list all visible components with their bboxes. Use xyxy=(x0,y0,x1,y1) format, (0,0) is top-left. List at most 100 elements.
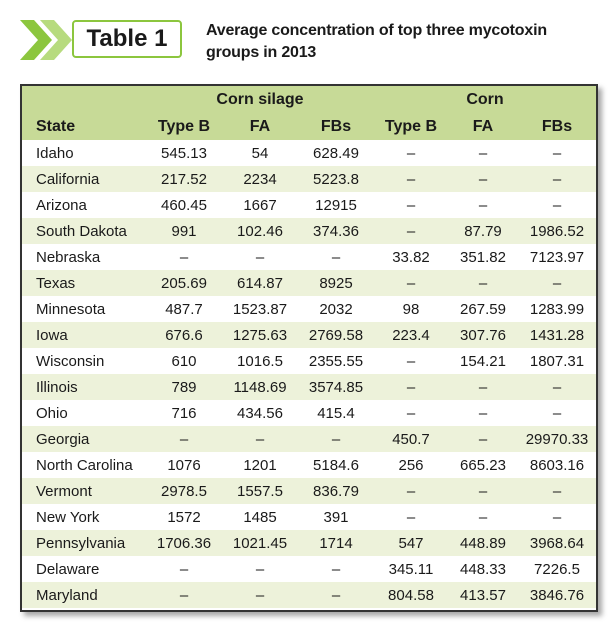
value-cell: – xyxy=(552,508,562,526)
value-cell: 1572 xyxy=(167,508,201,526)
group-header: Corn silage xyxy=(146,86,374,113)
value-cell: 2032 xyxy=(319,300,353,318)
state-cell: Vermont xyxy=(22,478,146,504)
state-cell: South Dakota xyxy=(22,218,146,244)
table-row: Pennsylvania 1706.36 1021.45 1714 547 448.89 3… xyxy=(22,530,596,556)
value-cell: 307.76 xyxy=(448,322,518,348)
table-row: Delaware – – – 345.11 448.33 7226.5 xyxy=(22,556,596,582)
value-cell: 460.45 xyxy=(161,196,207,214)
value-cell: – xyxy=(478,196,488,214)
state-cell: Minnesota xyxy=(36,300,106,318)
state-cell: Ohio xyxy=(36,404,68,422)
value-cell: 374.36 xyxy=(298,218,374,244)
group-header-row: Corn silage Corn xyxy=(22,86,596,113)
value-cell: 87.79 xyxy=(448,218,518,244)
value-cell: – xyxy=(478,508,488,526)
table-label: Table 1 xyxy=(72,20,182,58)
value-cell: – xyxy=(374,478,448,504)
column-header: Type B xyxy=(374,113,448,140)
value-cell: 1021.45 xyxy=(222,530,298,556)
value-cell: 351.82 xyxy=(460,248,506,266)
value-cell: – xyxy=(518,270,596,296)
value-cell: 547 xyxy=(374,530,448,556)
value-cell: – xyxy=(255,560,265,578)
value-cell: 665.23 xyxy=(460,456,506,474)
value-cell: 1016.5 xyxy=(237,352,283,370)
value-cell: – xyxy=(406,196,416,214)
value-cell: 1523.87 xyxy=(232,300,288,318)
state-cell: Nebraska xyxy=(36,248,101,266)
value-cell: 614.87 xyxy=(222,270,298,296)
value-cell: 415.4 xyxy=(317,404,355,422)
value-cell: – xyxy=(448,166,518,192)
value-cell: – xyxy=(448,270,518,296)
value-cell: 1667 xyxy=(243,196,277,214)
value-cell: 217.52 xyxy=(146,166,222,192)
table-row: Vermont 2978.5 1557.5 836.79– – – xyxy=(22,478,596,504)
value-cell: – xyxy=(518,166,596,192)
value-cell: 545.13 xyxy=(161,144,207,162)
table-container: Corn silage Corn State Type B FA FBs Type B FA F… xyxy=(20,84,598,612)
value-cell: 12915 xyxy=(315,196,357,214)
value-cell: 267.59 xyxy=(460,300,506,318)
state-cell: Delaware xyxy=(36,560,100,578)
value-cell: – xyxy=(552,196,562,214)
value-cell: – xyxy=(478,404,488,422)
value-cell: 2355.55 xyxy=(308,352,364,370)
value-cell: 154.21 xyxy=(460,352,506,370)
value-cell: 8925 xyxy=(298,270,374,296)
column-header: FA xyxy=(448,113,518,140)
state-cell: Wisconsin xyxy=(36,352,105,370)
value-cell: – xyxy=(331,560,341,578)
value-cell: – xyxy=(448,426,518,452)
state-cell: Maryland xyxy=(22,582,146,608)
data-table: Corn silage Corn State Type B FA FBs Type B FA F… xyxy=(22,86,596,608)
value-cell: 610 xyxy=(171,352,197,370)
table-row: Minnesota 487.7 1523.87 2032 98 267.59 1283.99 xyxy=(22,296,596,322)
value-cell: 7226.5 xyxy=(534,560,580,578)
value-cell: – xyxy=(298,426,374,452)
column-header: FA xyxy=(222,113,298,140)
table-row: Illinois 789 1148.69 3574.85– – – xyxy=(22,374,596,400)
value-cell: – xyxy=(478,144,488,162)
value-cell: 5184.6 xyxy=(313,456,359,474)
value-cell: – xyxy=(448,374,518,400)
value-cell: 1557.5 xyxy=(222,478,298,504)
value-cell: 7123.97 xyxy=(529,248,585,266)
value-cell: 1201 xyxy=(243,456,277,474)
state-cell: Arizona xyxy=(36,196,87,214)
state-cell: Texas xyxy=(22,270,146,296)
group-header: Corn xyxy=(374,86,596,113)
state-cell: Illinois xyxy=(22,374,146,400)
value-cell: 223.4 xyxy=(374,322,448,348)
state-cell: California xyxy=(22,166,146,192)
table-row: California 217.52 2234 5223.8– – – xyxy=(22,166,596,192)
value-cell: 3968.64 xyxy=(518,530,596,556)
value-cell: – xyxy=(448,478,518,504)
value-cell: 256 xyxy=(398,456,424,474)
table-row: Texas 205.69 614.87 8925– – – xyxy=(22,270,596,296)
value-cell: – xyxy=(374,218,448,244)
table-row: Iowa 676.6 1275.63 2769.58 223.4 307.76 1431.2… xyxy=(22,322,596,348)
value-cell: 345.11 xyxy=(388,560,434,578)
value-cell: 102.46 xyxy=(222,218,298,244)
value-cell: 391 xyxy=(323,508,349,526)
value-cell: 1076 xyxy=(167,456,201,474)
value-cell: – xyxy=(374,374,448,400)
table-row: New York 1572 1485 391 – – – xyxy=(22,504,596,530)
value-cell: 33.82 xyxy=(392,248,430,266)
value-cell: 836.79 xyxy=(298,478,374,504)
value-cell: 434.56 xyxy=(237,404,283,422)
value-cell: – xyxy=(518,374,596,400)
table-row: North Carolina 1076 1201 5184.6 256 665.23 860… xyxy=(22,452,596,478)
value-cell: 716 xyxy=(171,404,197,422)
header-cell xyxy=(22,86,146,113)
value-cell: – xyxy=(406,404,416,422)
state-cell: Pennsylvania xyxy=(22,530,146,556)
table-row: Wisconsin 610 1016.5 2355.55 – 154.21 1807.31 xyxy=(22,348,596,374)
value-cell: – xyxy=(298,582,374,608)
value-cell: 2978.5 xyxy=(146,478,222,504)
value-cell: 448.89 xyxy=(448,530,518,556)
column-header: Type B xyxy=(146,113,222,140)
